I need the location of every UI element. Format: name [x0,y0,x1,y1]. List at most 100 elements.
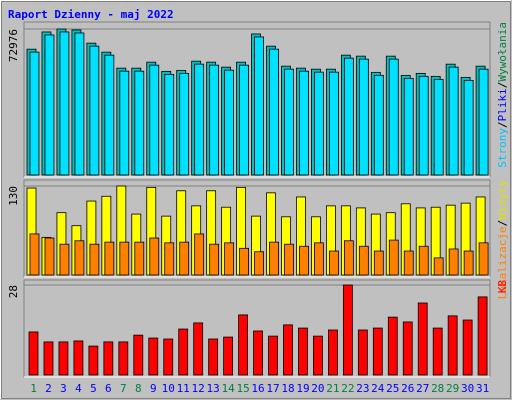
bar [388,239,399,276]
x-tick-label: 4 [75,382,82,395]
bar [343,57,354,176]
bar [179,72,190,176]
bar [149,237,160,276]
bar [209,64,220,176]
bar [119,241,130,276]
bar [284,68,294,176]
bar [403,250,414,276]
x-tick-label: 18 [281,382,294,395]
x-tick-label: 2 [45,382,52,395]
bar [148,337,159,376]
bar [253,330,263,376]
bar [299,70,309,176]
bar [164,73,175,176]
bar [328,71,339,176]
bar [447,315,458,376]
bar [298,327,308,376]
bar [88,345,99,376]
x-tick-label: 10 [162,382,175,395]
bar [432,327,443,376]
bar [313,335,323,376]
bar [477,296,488,376]
bar [104,241,115,276]
bar [372,327,383,376]
x-tick-label: 13 [207,382,220,395]
chart-title: Raport Dzienny - maj 2022 [8,8,174,21]
x-tick-label: 7 [120,382,127,395]
bar [268,335,278,376]
x-tick-label: 1 [30,382,37,395]
x-tick-label: 28 [431,382,444,395]
x-tick-label: 3 [60,382,67,395]
bar [194,233,205,276]
legend-item: Strony [496,128,509,168]
x-tick-label: 17 [266,382,279,395]
bar [59,243,70,276]
bar [29,51,40,176]
x-tick-label: 15 [236,382,249,395]
bar [342,284,353,376]
bar [104,54,115,176]
legend-item: Pliki [496,88,509,121]
bar [373,250,384,276]
bar [164,242,175,276]
x-tick-label: 20 [311,382,324,395]
x-tick-label: 19 [296,382,309,395]
x-tick-label: 22 [341,382,354,395]
bar [133,334,144,376]
bar [43,341,54,376]
y-tick-label: 28 [7,285,20,298]
x-tick-label: 25 [386,382,399,395]
x-tick-label: 31 [476,382,489,395]
bar [284,243,294,276]
legend: KB [496,280,509,294]
bar [74,240,85,276]
legend-separator: / [496,121,509,128]
bar [223,336,234,376]
bar [178,328,189,376]
bar [193,322,204,376]
bar [314,242,324,276]
bar [73,340,84,376]
legend: Strony/Pliki/Wywołania [496,22,509,168]
bar [224,69,235,176]
bar [118,341,129,376]
x-tick-label: 24 [371,382,385,395]
bar [327,329,338,376]
bar [328,250,339,276]
bar [269,48,279,176]
bar [448,248,459,276]
bar [387,316,398,376]
bar [478,68,489,176]
bar [283,324,293,376]
x-tick-label: 11 [177,382,190,395]
x-tick-label: 12 [192,382,205,395]
bar [463,250,474,276]
bar [209,243,220,276]
bar [28,331,39,376]
x-tick-label: 5 [90,382,97,395]
bar [448,66,459,176]
bar [417,302,428,376]
legend-item: Wizyty [496,180,509,220]
x-tick-label: 16 [251,382,264,395]
bar [194,63,205,176]
bar [418,245,429,276]
bar [403,77,414,176]
bar [373,74,384,176]
bar [343,240,354,276]
x-tick-label: 29 [446,382,459,395]
bar [239,247,249,276]
bar [402,321,413,376]
bar [59,31,70,176]
bar [89,45,100,176]
y-tick-label: 72976 [7,29,20,62]
legend-item: KB [496,280,509,294]
bar [103,341,114,376]
x-tick-label: 8 [135,382,142,395]
x-tick-label: 21 [326,382,339,395]
bar [239,64,249,176]
bar [58,341,69,376]
bar [134,70,145,176]
